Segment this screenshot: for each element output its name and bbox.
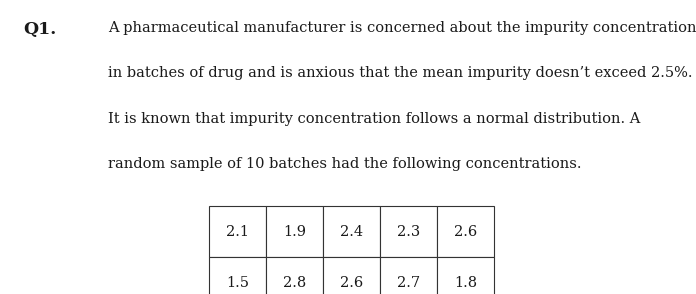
Text: 1.9: 1.9 <box>283 225 306 238</box>
Bar <box>266 206 323 257</box>
Bar <box>437 206 494 257</box>
Text: 2.7: 2.7 <box>397 276 420 290</box>
Text: 2.6: 2.6 <box>454 225 477 238</box>
Text: 2.1: 2.1 <box>226 225 249 238</box>
Bar <box>266 257 323 294</box>
Text: 2.3: 2.3 <box>397 225 420 238</box>
Text: 2.8: 2.8 <box>283 276 306 290</box>
Text: Q1.: Q1. <box>23 21 56 38</box>
Bar <box>437 257 494 294</box>
Text: A pharmaceutical manufacturer is concerned about the impurity concentration: A pharmaceutical manufacturer is concern… <box>108 21 696 35</box>
Text: in batches of drug and is anxious that the mean impurity doesn’t exceed 2.5%.: in batches of drug and is anxious that t… <box>108 66 693 80</box>
Text: It is known that impurity concentration follows a normal distribution. A: It is known that impurity concentration … <box>108 112 640 126</box>
Text: 1.5: 1.5 <box>226 276 249 290</box>
Bar <box>209 206 266 257</box>
Bar <box>323 257 380 294</box>
Text: 2.6: 2.6 <box>340 276 363 290</box>
Text: 1.8: 1.8 <box>454 276 477 290</box>
Text: 2.4: 2.4 <box>340 225 363 238</box>
Bar <box>209 257 266 294</box>
Bar <box>380 206 437 257</box>
Text: random sample of 10 batches had the following concentrations.: random sample of 10 batches had the foll… <box>108 157 581 171</box>
Bar <box>323 206 380 257</box>
Bar <box>380 257 437 294</box>
